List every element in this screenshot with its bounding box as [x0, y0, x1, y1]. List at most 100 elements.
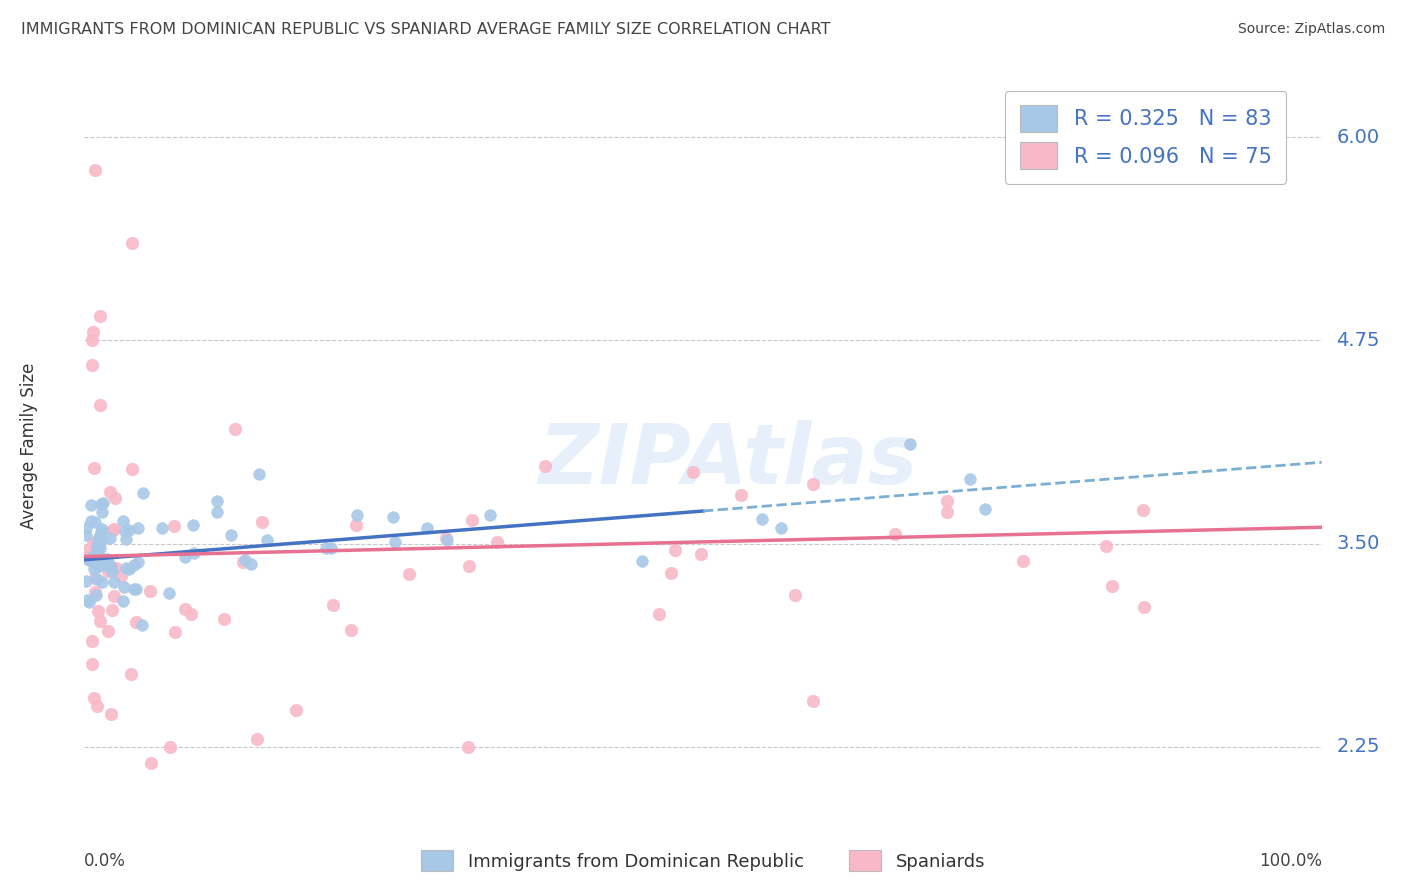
Point	[84, 585, 107, 599]
Point	[682, 465, 704, 479]
Point	[534, 458, 557, 473]
Point	[82, 325, 104, 339]
Point	[121, 235, 143, 250]
Point	[284, 702, 307, 716]
Point	[1012, 554, 1035, 568]
Point	[1132, 503, 1154, 517]
Point	[83, 562, 105, 576]
Point	[90, 525, 112, 540]
Point	[86, 540, 108, 554]
Point	[79, 549, 101, 564]
Point	[127, 555, 149, 569]
Point	[97, 564, 120, 578]
Point	[461, 512, 484, 526]
Point	[770, 521, 793, 535]
Point	[159, 586, 181, 600]
Point	[485, 535, 508, 549]
Point	[104, 491, 127, 505]
Point	[163, 625, 186, 640]
Point	[163, 518, 186, 533]
Point	[89, 541, 111, 555]
Point	[91, 522, 114, 536]
Legend: Immigrants from Dominican Republic, Spaniards: Immigrants from Dominican Republic, Span…	[413, 843, 993, 879]
Point	[183, 546, 205, 560]
Point	[89, 530, 111, 544]
Point	[75, 520, 97, 534]
Point	[112, 580, 135, 594]
Point	[77, 553, 100, 567]
Point	[436, 533, 458, 547]
Point	[80, 498, 103, 512]
Point	[250, 516, 273, 530]
Point	[124, 582, 146, 596]
Point	[105, 560, 128, 574]
Point	[246, 731, 269, 746]
Point	[82, 536, 104, 550]
Point	[139, 756, 162, 770]
Point	[221, 528, 243, 542]
Point	[75, 544, 97, 558]
Point	[100, 603, 122, 617]
Point	[180, 607, 202, 622]
Point	[381, 509, 404, 524]
Text: Average Family Size: Average Family Size	[20, 363, 38, 529]
Point	[91, 506, 114, 520]
Point	[84, 515, 107, 529]
Point	[76, 592, 98, 607]
Point	[97, 624, 120, 638]
Point	[416, 521, 439, 535]
Point	[181, 517, 204, 532]
Text: 6.00: 6.00	[1337, 128, 1379, 146]
Point	[86, 548, 108, 562]
Point	[664, 542, 686, 557]
Point	[340, 623, 363, 637]
Point	[101, 565, 124, 579]
Point	[240, 558, 263, 572]
Point	[86, 534, 108, 549]
Point	[803, 477, 825, 491]
Point	[100, 707, 122, 722]
Point	[751, 512, 773, 526]
Point	[659, 566, 682, 581]
Text: ZIPAtlas: ZIPAtlas	[538, 420, 918, 501]
Point	[1133, 600, 1156, 615]
Legend: R = 0.325   N = 83, R = 0.096   N = 75: R = 0.325 N = 83, R = 0.096 N = 75	[1005, 91, 1286, 184]
Point	[730, 488, 752, 502]
Point	[118, 523, 141, 537]
Point	[883, 526, 905, 541]
Point	[315, 541, 337, 555]
Point	[125, 582, 148, 597]
Text: Source: ZipAtlas.com: Source: ZipAtlas.com	[1237, 22, 1385, 37]
Text: 4.75: 4.75	[1337, 331, 1379, 350]
Point	[212, 612, 235, 626]
Point	[103, 522, 125, 536]
Point	[87, 542, 110, 557]
Point	[89, 309, 111, 323]
Text: 100.0%: 100.0%	[1258, 852, 1322, 870]
Point	[346, 508, 368, 523]
Point	[86, 572, 108, 586]
Point	[84, 588, 107, 602]
Point	[87, 545, 110, 559]
Point	[87, 538, 110, 552]
Point	[89, 398, 111, 412]
Point	[111, 514, 134, 528]
Text: 3.50: 3.50	[1337, 534, 1379, 553]
Point	[174, 550, 197, 565]
Point	[91, 496, 114, 510]
Point	[103, 589, 125, 603]
Point	[150, 521, 173, 535]
Point	[898, 436, 921, 450]
Text: IMMIGRANTS FROM DOMINICAN REPUBLIC VS SPANIARD AVERAGE FAMILY SIZE CORRELATION C: IMMIGRANTS FROM DOMINICAN REPUBLIC VS SP…	[21, 22, 831, 37]
Point	[690, 547, 713, 561]
Point	[173, 602, 195, 616]
Point	[101, 523, 124, 537]
Point	[114, 524, 136, 538]
Point	[82, 657, 104, 671]
Point	[75, 528, 97, 542]
Point	[247, 467, 270, 481]
Point	[80, 553, 103, 567]
Point	[87, 558, 110, 573]
Point	[384, 535, 406, 549]
Point	[398, 566, 420, 581]
